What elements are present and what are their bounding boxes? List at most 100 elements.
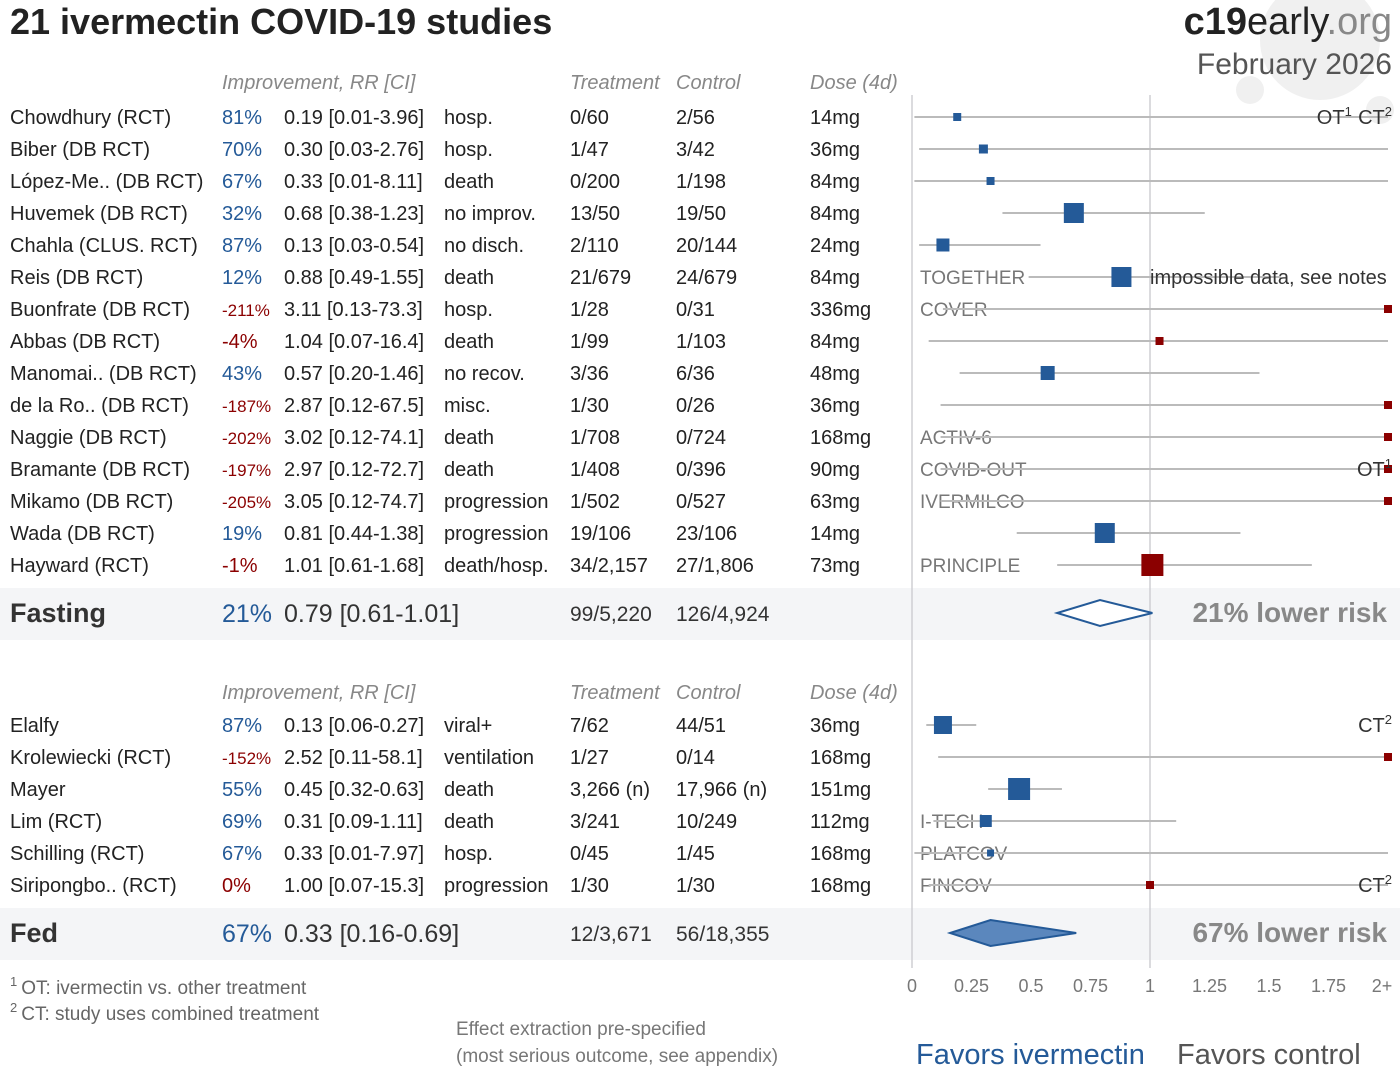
- study-row: Siripongbo.. (RCT) 0% 1.00 [0.07-15.3] prog…: [10, 872, 1392, 897]
- study-dose: 84mg: [810, 203, 860, 225]
- study-treatment-count: 1/27: [570, 747, 609, 769]
- study-trial-label: PRINCIPLE: [920, 556, 1020, 577]
- header-control: Control: [676, 682, 741, 704]
- effect-marker: [1063, 203, 1084, 223]
- study-outcome: death: [444, 331, 494, 353]
- effect-marker: [953, 113, 962, 121]
- summary-result: 67% lower risk: [1192, 917, 1387, 948]
- study-control-count: 27/1,806: [676, 555, 754, 577]
- header-improvement: Improvement, RR [CI]: [222, 72, 416, 94]
- study-treatment-count: 1/708: [570, 427, 620, 449]
- study-improvement: 32%: [222, 203, 262, 225]
- header-treatment: Treatment: [570, 682, 661, 704]
- study-rr-ci: 0.81 [0.44-1.38]: [284, 523, 424, 545]
- study-row: Chowdhury (RCT) 81% 0.19 [0.01-3.96] hosp. 0…: [10, 104, 1392, 129]
- note-marker: 2: [1385, 712, 1392, 727]
- header-dose: Dose (4d): [810, 682, 898, 704]
- study-row: Hayward (RCT) -1% 1.01 [0.61-1.68] death/ho…: [10, 554, 1312, 577]
- study-treatment-count: 13/50: [570, 203, 620, 225]
- study-outcome: misc.: [444, 395, 491, 417]
- study-dose: 112mg: [810, 811, 870, 833]
- study-outcome: death/hosp.: [444, 555, 549, 577]
- study-rr-ci: 0.88 [0.49-1.55]: [284, 267, 424, 289]
- study-row: Schilling (RCT) 67% 0.33 [0.01-7.97] hosp. 0…: [10, 843, 1388, 865]
- note-label: OT: [1317, 107, 1345, 129]
- study-control-count: 3/42: [676, 139, 715, 161]
- study-improvement: 19%: [222, 523, 262, 545]
- study-notes: OT1: [1357, 456, 1392, 481]
- study-outcome: hosp.: [444, 139, 493, 161]
- study-row: Mikamo (DB RCT) -205% 3.05 [0.12-74.7] prog…: [10, 491, 1392, 513]
- summary-rr-ci: 0.33 [0.16-0.69]: [284, 920, 459, 948]
- study-outcome: no disch.: [444, 235, 524, 257]
- study-control-count: 17,966 (n): [676, 779, 767, 801]
- study-row: Buonfrate (DB RCT) -211% 3.11 [0.13-73.3] h…: [10, 299, 1392, 321]
- study-treatment-count: 0/200: [570, 171, 620, 193]
- study-name: Huvemek (DB RCT): [10, 203, 188, 225]
- study-rr-ci: 0.13 [0.06-0.27]: [284, 715, 424, 737]
- study-dose: 168mg: [810, 875, 871, 897]
- study-rr-ci: 0.31 [0.09-1.11]: [284, 811, 423, 833]
- study-row: Huvemek (DB RCT) 32% 0.68 [0.38-1.23] no im…: [10, 203, 1205, 225]
- x-tick-label: 1.25: [1192, 976, 1227, 996]
- study-dose: 73mg: [810, 555, 860, 577]
- study-name: Mikamo (DB RCT): [10, 491, 173, 513]
- note-label: OT: [1357, 459, 1385, 481]
- study-rr-ci: 1.04 [0.07-16.4]: [284, 331, 424, 353]
- study-improvement: -205%: [222, 493, 271, 512]
- study-improvement: 12%: [222, 267, 262, 289]
- footnote-2: 2 CT: study uses combined treatment: [10, 1000, 320, 1025]
- study-dose: 168mg: [810, 747, 871, 769]
- column-headers-0: Improvement, RR [CI] Treatment Control Dose…: [222, 72, 898, 94]
- study-treatment-count: 3/36: [570, 363, 609, 385]
- study-name: Krolewiecki (RCT): [10, 747, 171, 769]
- study-outcome: viral+: [444, 715, 492, 737]
- study-treatment-count: 1/30: [570, 395, 609, 417]
- study-outcome: progression: [444, 875, 549, 897]
- study-treatment-count: 7/62: [570, 715, 609, 737]
- study-improvement: 55%: [222, 779, 262, 801]
- summary-band-1: [0, 908, 1400, 960]
- study-outcome: progression: [444, 523, 549, 545]
- study-dose: 84mg: [810, 171, 860, 193]
- study-improvement: 67%: [222, 843, 262, 865]
- footnote-2-marker: 2: [10, 1000, 17, 1015]
- effect-marker: [978, 144, 988, 154]
- effect-marker: [1384, 465, 1392, 473]
- study-rr-ci: 0.33 [0.01-8.11]: [284, 171, 423, 193]
- x-tick-label: 0: [907, 976, 917, 996]
- study-row: Elalfy 87% 0.13 [0.06-0.27] viral+ 7/62 44/51…: [10, 712, 1392, 737]
- study-treatment-count: 1/30: [570, 875, 609, 897]
- study-treatment-count: 1/502: [570, 491, 620, 513]
- note-label: CT: [1358, 715, 1385, 737]
- group-name: Fasting: [10, 598, 106, 628]
- study-improvement: -202%: [222, 429, 271, 448]
- x-tick-label: 2+: [1372, 976, 1393, 996]
- brand-bold: c19: [1184, 1, 1247, 43]
- study-name: Manomai.. (DB RCT): [10, 363, 197, 385]
- study-dose: 84mg: [810, 267, 860, 289]
- study-row: Abbas (DB RCT) -4% 1.04 [0.07-16.4] death 1/…: [10, 331, 1388, 353]
- study-rr-ci: 1.00 [0.07-15.3]: [284, 875, 424, 897]
- study-row: Krolewiecki (RCT) -152% 2.52 [0.11-58.1] ve…: [10, 747, 1392, 769]
- study-row: Reis (DB RCT) 12% 0.88 [0.49-1.55] death 21/…: [10, 267, 1387, 289]
- study-treatment-count: 0/60: [570, 107, 609, 129]
- study-dose: 168mg: [810, 427, 871, 449]
- header-control: Control: [676, 72, 741, 94]
- summary-treatment-count: 12/3,671: [570, 923, 652, 946]
- x-tick-label: 1.75: [1311, 976, 1346, 996]
- summary-row: Fasting 21% 0.79 [0.61-1.01] 99/5,220 126/4,…: [10, 597, 1387, 628]
- summary-result: 21% lower risk: [1192, 597, 1387, 628]
- x-tick-label: 1: [1145, 976, 1155, 996]
- study-control-count: 0/396: [676, 459, 726, 481]
- note-marker: 1: [1385, 456, 1392, 471]
- study-name: Siripongbo.. (RCT): [10, 875, 177, 897]
- study-outcome: no improv.: [444, 203, 536, 225]
- footnote-1-text: OT: ivermectin vs. other treatment: [21, 978, 307, 999]
- study-control-count: 0/724: [676, 427, 726, 449]
- brand-logo: c19early.org: [1184, 1, 1392, 43]
- study-improvement: -197%: [222, 461, 271, 480]
- study-improvement: -4%: [222, 331, 258, 353]
- study-name: Lim (RCT): [10, 811, 102, 833]
